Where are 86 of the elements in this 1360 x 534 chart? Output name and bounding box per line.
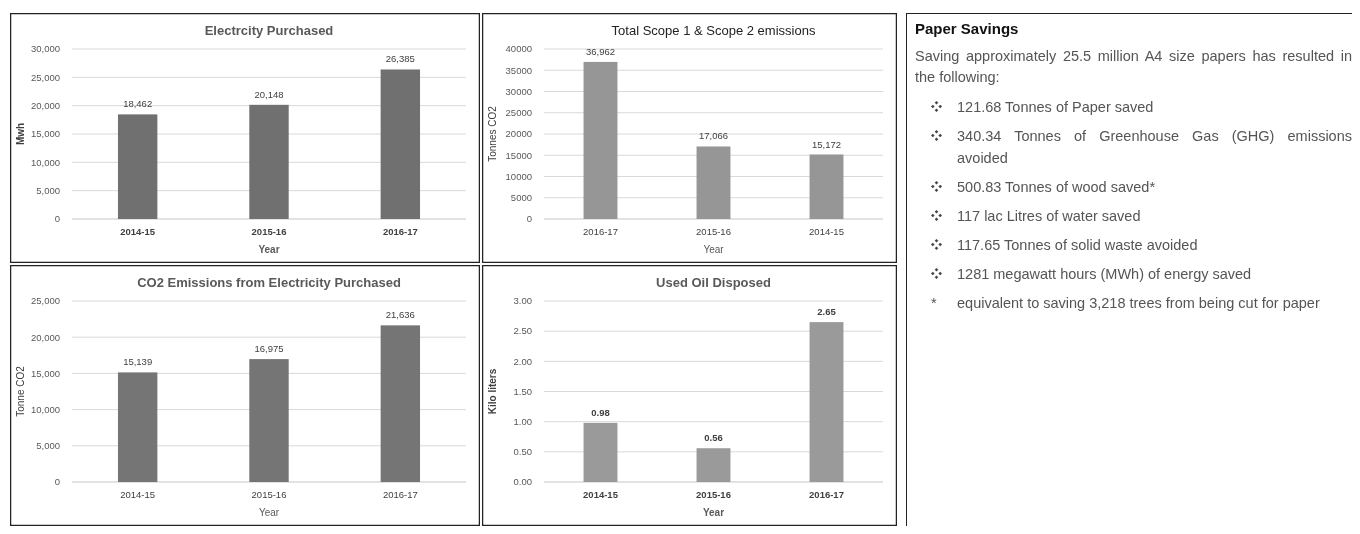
y-tick-label: 10000 [505, 170, 532, 182]
y-tick-label: 0 [54, 476, 60, 488]
bar [696, 146, 731, 219]
y-tick-label: 2.50 [513, 325, 532, 337]
y-tick-label: 20,000 [30, 331, 60, 343]
text: 117 lac Litres of water saved [956, 207, 1142, 226]
y-tick-label: 0.50 [513, 446, 532, 458]
data-label: 0.56 [704, 432, 723, 444]
y-tick-label: 15,000 [30, 367, 60, 379]
y-tick-label: 0.00 [513, 476, 532, 488]
data-label: 18,462 [123, 98, 153, 110]
x-tick-label: 2016-17 [382, 489, 418, 500]
y-tick-label: 0 [526, 213, 532, 225]
x-tick-label: 2015-16 [696, 226, 731, 237]
text: Saving approximately 25.5 million A4 size papers has resulted in the following: [915, 47, 1352, 87]
y-tick-label: 2.00 [513, 355, 532, 367]
y-tick-label: 25000 [505, 107, 532, 119]
x-tick-label: 2014-15 [120, 226, 156, 237]
y-tick-label: 40000 [505, 43, 532, 55]
bar [809, 154, 844, 219]
bar [249, 104, 289, 219]
chart-title: Used Oil Disposed [656, 275, 771, 290]
bar [117, 114, 158, 219]
text: * equivalent to saving 3,218 trees from being cut for paper [931, 295, 1320, 311]
y-tick-label: 30000 [505, 85, 532, 97]
y-tick-label: 1.50 [513, 385, 532, 397]
x-axis-title: Year [258, 507, 280, 518]
y-tick-label: 25,000 [30, 295, 60, 307]
y-tick-label: 35000 [505, 64, 532, 76]
y-tick-label: 20000 [505, 128, 532, 140]
x-axis-title: Year [703, 244, 725, 255]
x-tick-label: 2016-17 [583, 226, 618, 237]
y-tick-label: 5,000 [36, 184, 60, 196]
x-axis-title: Year [258, 244, 280, 255]
chart-title: Electrcity Purchased [204, 23, 334, 38]
x-axis-title: Year [702, 507, 725, 518]
x-tick-label: 2015-16 [251, 489, 287, 500]
data-label: 15,139 [123, 356, 153, 368]
text: 117.65 Tonnes of solid waste avoided [956, 236, 1199, 255]
y-axis-title: Kilo liters [487, 368, 498, 415]
data-label: 36,962 [585, 45, 616, 57]
y-tick-label: 10,000 [30, 403, 60, 415]
x-tick-label: 2015-16 [251, 226, 287, 237]
y-tick-label: 10,000 [30, 156, 60, 168]
data-label: 2.65 [817, 306, 837, 318]
bar [249, 359, 289, 482]
y-tick-label: 15000 [505, 149, 532, 161]
data-label: 17,066 [698, 130, 729, 142]
y-tick-label: 15,000 [30, 128, 60, 140]
text: 121.68 Tonnes of Paper saved [956, 98, 1155, 117]
text: Paper Savings [915, 20, 1020, 37]
y-axis-title: Tonnes CO2 [487, 105, 498, 162]
bar [696, 448, 731, 482]
x-tick-label: 2014-15 [809, 226, 844, 237]
y-tick-label: 3.00 [513, 295, 532, 307]
bar [380, 325, 421, 482]
y-tick-label: 30,000 [30, 43, 60, 55]
text: 1281 megawatt hours (MWh) of energy saved [956, 265, 1253, 284]
text: 340.34 Tonnes of Greenhouse Gas (GHG) emissions avoided [956, 127, 1352, 168]
data-label: 15,172 [811, 138, 842, 150]
data-label: 0.98 [591, 406, 610, 418]
chart-title: Total Scope 1 & Scope 2 emissions [611, 23, 816, 38]
bar [380, 69, 421, 219]
y-axis-title: Tonne CO2 [15, 365, 26, 417]
text: 500.83 Tonnes of wood saved* [956, 178, 1157, 197]
bar [809, 322, 844, 482]
y-tick-label: 5000 [510, 192, 532, 204]
y-axis-title: Mwh [15, 122, 26, 146]
bar [583, 61, 618, 219]
x-tick-label: 2016-17 [382, 226, 418, 237]
data-label: 20,148 [254, 88, 284, 100]
y-tick-label: 25,000 [30, 71, 60, 83]
data-label: 16,975 [254, 343, 284, 355]
y-tick-label: 1.00 [513, 415, 532, 427]
bar [583, 422, 618, 482]
x-tick-label: 2014-15 [583, 489, 619, 500]
data-label: 26,385 [385, 53, 415, 65]
y-tick-label: 20,000 [30, 99, 60, 111]
y-tick-label: 0 [54, 213, 60, 225]
x-tick-label: 2014-15 [120, 489, 156, 500]
bar [117, 372, 158, 482]
x-tick-label: 2016-17 [809, 489, 844, 500]
y-tick-label: 5,000 [36, 440, 60, 452]
data-label: 21,636 [385, 309, 415, 321]
x-tick-label: 2015-16 [696, 489, 731, 500]
chart-title: CO2 Emissions from Electricity Purchased [137, 275, 401, 290]
